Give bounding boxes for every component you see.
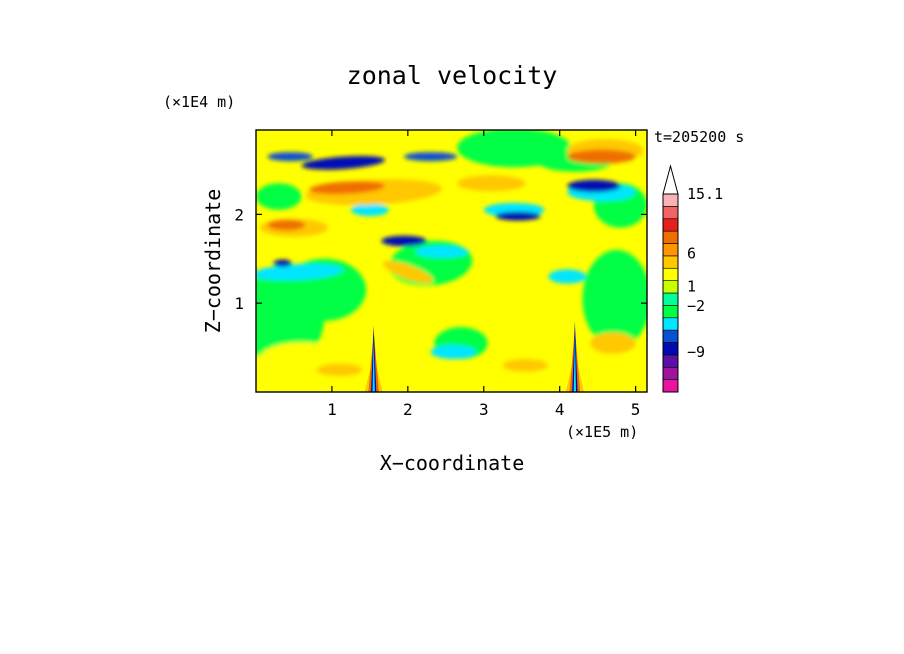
field-region (309, 181, 386, 195)
colorbar-swatch (662, 354, 679, 368)
colorbar-label: 15.1 (687, 185, 723, 203)
colorbar-label: −2 (687, 297, 705, 315)
x-unit-note: (×1E5 m) (566, 423, 638, 441)
colorbar-label: 6 (687, 245, 696, 263)
field-region (267, 219, 306, 231)
field-region (316, 363, 363, 377)
x-tick-label: 1 (327, 400, 337, 419)
field-region (273, 259, 292, 267)
field-region (267, 152, 313, 162)
field-region (567, 149, 636, 164)
x-axis-label: X−coordinate (380, 451, 525, 475)
colorbar-frame (662, 193, 679, 393)
field-region (567, 179, 621, 193)
colorbar-swatch (662, 305, 679, 319)
time-label: t=205200 s (654, 128, 744, 146)
colorbar-swatch (662, 206, 679, 220)
field-region (457, 175, 526, 192)
colorbar-swatch (662, 255, 679, 269)
field-region (404, 152, 458, 162)
field-region (495, 211, 541, 221)
x-tick-label: 3 (479, 400, 489, 419)
colorbar-swatch (662, 230, 679, 244)
colorbar-swatch (662, 193, 679, 207)
colorbar-label: 1 (687, 277, 696, 295)
y-axis: 12 (234, 205, 647, 313)
field-region (548, 269, 587, 284)
y-axis-label: Z−coordinate (201, 189, 225, 334)
colorbar-swatch (662, 280, 679, 294)
field-region (582, 249, 647, 348)
field-region (382, 260, 433, 284)
mountain-plume (573, 335, 577, 392)
colorbar-swatch (662, 218, 679, 232)
plot-frame (255, 129, 648, 393)
field-regions (256, 130, 647, 377)
field-region (415, 245, 469, 258)
y-tick-label: 1 (234, 294, 244, 313)
colorbar-swatch (662, 292, 679, 306)
mountain-plume (372, 338, 375, 392)
chart-title: zonal velocity (347, 61, 558, 90)
field-region (590, 332, 636, 354)
y-unit-note: (×1E4 m) (163, 93, 235, 111)
field-region (381, 235, 427, 247)
x-tick-label: 5 (631, 400, 641, 419)
field-region (301, 156, 385, 170)
colorbar-extend-arrow (662, 164, 679, 195)
field-region (256, 263, 344, 281)
colorbar-swatch (662, 267, 679, 281)
colorbar-swatch (662, 329, 679, 343)
colorbar: 15.1 6 1 −2 −9 (662, 164, 723, 393)
field-region (430, 344, 477, 360)
mountain-features (364, 320, 584, 392)
colorbar-swatch (662, 366, 679, 380)
y-tick-label: 2 (234, 205, 244, 224)
colorbar-swatch (662, 342, 679, 356)
colorbar-swatch (662, 317, 679, 331)
x-tick-label: 4 (555, 400, 565, 419)
x-axis: 1 2 3 4 5 (327, 130, 640, 419)
colorbar-label: −9 (687, 343, 705, 361)
field-region (350, 203, 389, 217)
field-region (502, 359, 549, 372)
colorbar-swatch (662, 379, 679, 393)
contour-field (256, 130, 647, 392)
colorbar-swatch (662, 243, 679, 257)
x-tick-label: 2 (403, 400, 413, 419)
field-region (256, 183, 302, 210)
